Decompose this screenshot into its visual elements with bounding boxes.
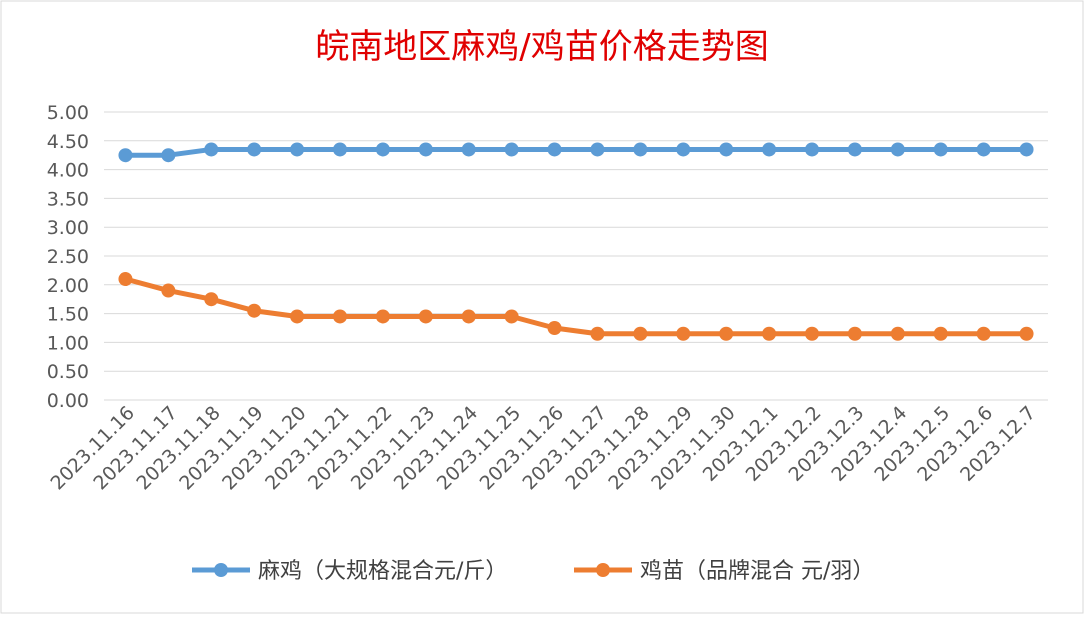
data-point — [375, 142, 390, 157]
y-tick-label: 2.00 — [47, 275, 89, 297]
data-point — [633, 142, 648, 157]
data-point — [418, 142, 433, 157]
series-lines — [118, 142, 1034, 341]
legend-label: 鸡苗（品牌混合 元/羽） — [640, 559, 874, 584]
series-1 — [118, 142, 1034, 163]
y-axis-tick-labels: 0.00 0.50 1.00 1.50 2.00 2.50 3.00 3.50 4.00 4.50… — [47, 102, 89, 412]
data-point — [762, 142, 777, 157]
data-point — [333, 309, 347, 324]
data-point — [847, 326, 862, 341]
data-point — [247, 142, 262, 157]
legend-marker — [596, 563, 610, 577]
legend-item-2: 鸡苗（品牌混合 元/羽） — [574, 559, 874, 584]
gridlines — [104, 111, 1048, 401]
data-point — [847, 142, 862, 157]
data-point — [976, 326, 991, 341]
data-point — [547, 142, 562, 157]
data-point — [204, 292, 219, 307]
data-point — [333, 142, 347, 157]
data-point — [547, 321, 562, 335]
data-point — [461, 309, 476, 324]
y-tick-label: 2.50 — [47, 246, 89, 268]
data-point — [590, 142, 605, 157]
data-point — [633, 326, 648, 341]
y-tick-label: 0.50 — [47, 361, 89, 383]
data-point — [461, 142, 476, 157]
data-point — [976, 142, 991, 157]
data-point — [676, 326, 691, 341]
data-point — [676, 142, 691, 157]
data-point — [375, 309, 390, 324]
data-point — [161, 148, 176, 163]
data-point — [118, 272, 133, 287]
data-point — [1019, 142, 1034, 157]
data-point — [890, 142, 905, 157]
y-tick-label: 4.00 — [47, 160, 89, 182]
data-point — [719, 142, 734, 157]
data-point — [418, 309, 433, 324]
series-line — [122, 146, 1030, 158]
y-tick-label: 4.50 — [47, 131, 89, 153]
data-point — [805, 142, 819, 157]
data-point — [719, 326, 734, 341]
data-point — [504, 142, 519, 157]
y-tick-label: 3.00 — [47, 217, 89, 239]
data-point — [161, 283, 176, 298]
legend-marker — [214, 563, 228, 577]
y-tick-label: 0.00 — [47, 390, 89, 412]
data-point — [290, 309, 305, 324]
data-point — [504, 309, 519, 324]
data-point — [590, 326, 605, 341]
chart-title: 皖南地区麻鸡/鸡苗价格走势图 — [315, 27, 768, 67]
y-tick-label: 3.50 — [47, 188, 89, 210]
legend-label: 麻鸡（大规格混合元/斤） — [258, 559, 507, 584]
data-point — [933, 326, 948, 341]
legend: 麻鸡（大规格混合元/斤） 鸡苗（品牌混合 元/羽） — [192, 559, 874, 584]
data-point — [247, 303, 262, 318]
data-point — [290, 142, 305, 157]
data-point — [1019, 326, 1034, 341]
legend-item-1: 麻鸡（大规格混合元/斤） — [192, 559, 507, 584]
series-line — [122, 276, 1030, 337]
data-point — [890, 326, 905, 341]
y-tick-label: 1.00 — [47, 332, 89, 354]
data-point — [805, 326, 819, 341]
data-point — [933, 142, 948, 157]
y-tick-label: 1.50 — [47, 304, 89, 326]
series-2 — [118, 272, 1034, 341]
data-point — [204, 142, 219, 157]
y-tick-label: 5.00 — [47, 102, 89, 124]
data-point — [118, 148, 133, 163]
data-point — [762, 326, 777, 341]
